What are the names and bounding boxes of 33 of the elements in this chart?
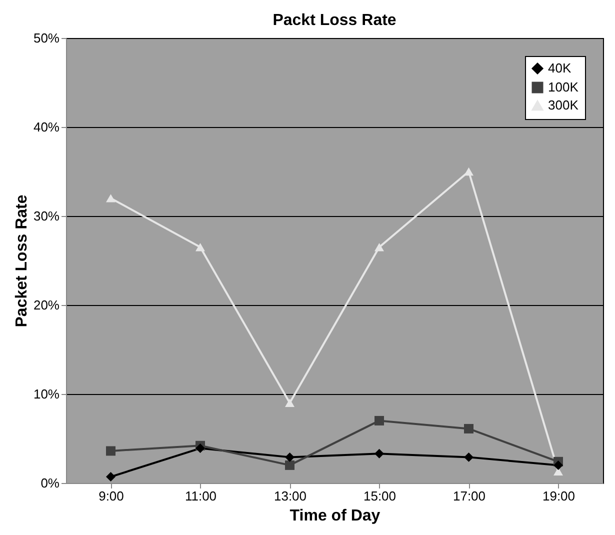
y-axis-title: Packet Loss Rate bbox=[13, 194, 30, 328]
point bbox=[464, 452, 474, 462]
chart-title: Packt Loss Rate bbox=[272, 12, 396, 29]
legend-label: 300K bbox=[548, 98, 579, 112]
point bbox=[285, 398, 294, 408]
x-tick-label: 13:00 bbox=[274, 488, 307, 504]
legend-label: 40K bbox=[548, 60, 572, 76]
point bbox=[554, 460, 563, 470]
x-tick-label: 19:00 bbox=[542, 488, 576, 504]
y-tick-label: 40% bbox=[33, 120, 60, 134]
point bbox=[106, 194, 116, 202]
x-tick-label: 11:00 bbox=[184, 488, 217, 504]
point bbox=[196, 243, 205, 252]
y-tick-label: 0% bbox=[40, 476, 60, 490]
x-tick-label: 15:00 bbox=[363, 488, 396, 504]
y-tick-label: 30% bbox=[33, 208, 60, 224]
point bbox=[106, 472, 116, 482]
x-tick-label: 9:00 bbox=[98, 488, 124, 504]
y-tick-label: 20% bbox=[33, 298, 60, 312]
point bbox=[285, 460, 294, 470]
point bbox=[106, 446, 116, 456]
point bbox=[374, 416, 384, 426]
point bbox=[464, 167, 474, 176]
x-axis-title: Time of Day bbox=[290, 508, 380, 524]
point bbox=[464, 424, 474, 434]
y-tick-label: 10% bbox=[33, 386, 60, 402]
legend-label: 100K bbox=[548, 80, 579, 94]
point bbox=[196, 444, 205, 454]
point bbox=[374, 243, 384, 252]
point bbox=[285, 452, 294, 462]
x-tick-label: 17:00 bbox=[452, 488, 486, 504]
y-tick-label: 50% bbox=[33, 30, 60, 46]
point bbox=[374, 448, 384, 458]
